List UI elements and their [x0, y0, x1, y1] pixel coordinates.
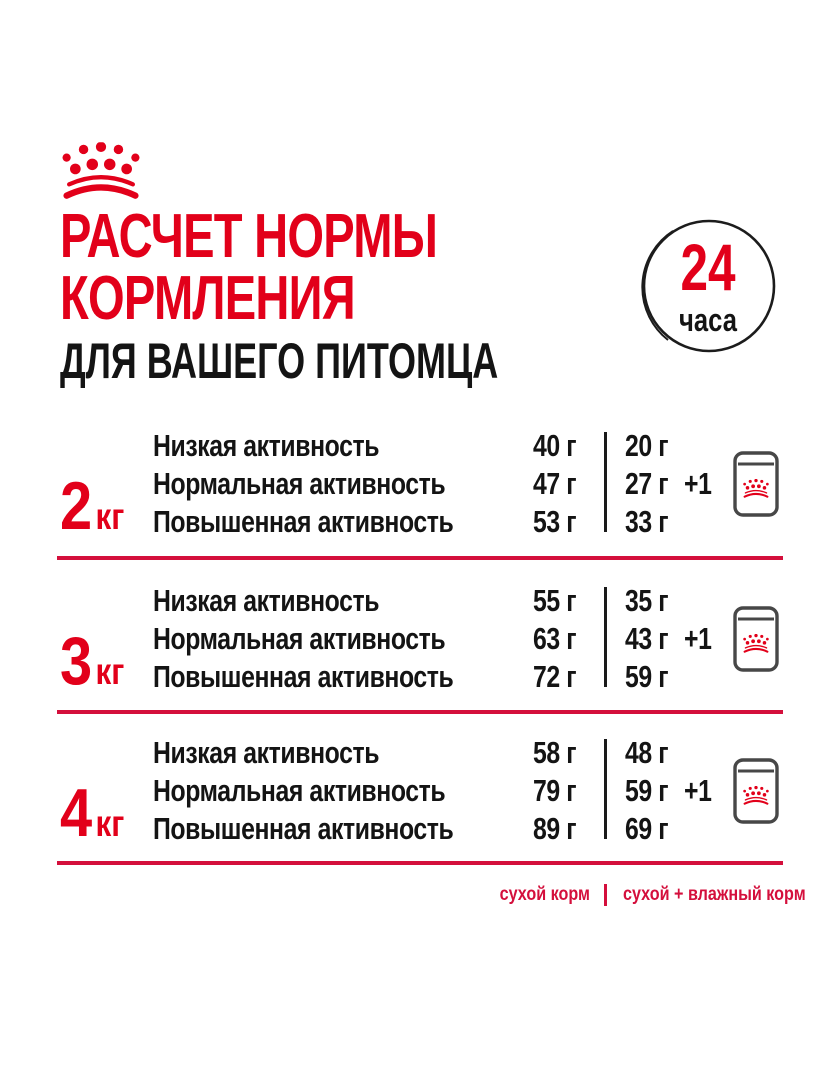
mixed-food-amount: 48 г — [625, 735, 669, 770]
weight-unit: кг — [95, 803, 125, 844]
activity-label: Нормальная активность — [153, 621, 446, 656]
legend-separator — [604, 884, 607, 906]
weight-value: 4 — [60, 775, 93, 851]
table-row: Повышенная активность 72 г 59 г — [0, 658, 840, 696]
activity-label: Низкая активность — [153, 428, 380, 463]
red-divider-line — [57, 710, 783, 714]
legend-dry-label: сухой корм — [499, 884, 590, 905]
dry-food-amount: 55 г — [533, 583, 577, 618]
page-title: РАСЧЕТ НОРМЫ КОРМЛЕНИЯ — [60, 202, 438, 333]
dry-food-amount: 40 г — [533, 428, 577, 463]
mixed-food-amount: 43 г — [625, 621, 669, 656]
red-divider-line — [57, 556, 783, 560]
table-row: Низкая активность 40 г 20 г — [0, 427, 840, 465]
mixed-food-amount: 59 г — [625, 773, 669, 808]
weight-label: 4кг — [60, 778, 124, 848]
plus-one-pouch-note: +1 — [684, 621, 712, 656]
hand-drawn-circle-icon — [641, 219, 776, 353]
column-divider — [604, 739, 607, 839]
column-divider — [604, 432, 607, 532]
column-divider — [604, 587, 607, 687]
badge-hours-label: часа — [679, 302, 737, 338]
dry-food-amount: 72 г — [533, 659, 577, 694]
dry-food-amount: 47 г — [533, 466, 577, 501]
weight-unit: кг — [95, 496, 125, 537]
dry-food-amount: 53 г — [533, 504, 577, 539]
table-row: Низкая активность 58 г 48 г — [0, 734, 840, 772]
plus-one-pouch-note: +1 — [684, 773, 712, 808]
weight-group-4kg: 4кг Низкая активность 58 г 48 г Нормальн… — [0, 734, 840, 848]
plus-one-pouch-note: +1 — [684, 466, 712, 501]
page-subtitle: ДЛЯ ВАШЕГО ПИТОМЦА — [60, 333, 499, 389]
dry-food-amount: 58 г — [533, 735, 577, 770]
table-row: Повышенная активность 89 г 69 г — [0, 810, 840, 848]
dry-food-amount: 63 г — [533, 621, 577, 656]
activity-label: Повышенная активность — [153, 811, 454, 846]
activity-label: Низкая активность — [153, 735, 380, 770]
wet-food-pouch-icon — [733, 758, 779, 824]
badge-hours-number: 24 — [680, 230, 736, 304]
activity-label: Повышенная активность — [153, 504, 454, 539]
weight-unit: кг — [95, 651, 125, 692]
dry-food-amount: 89 г — [533, 811, 577, 846]
weight-value: 2 — [60, 468, 93, 544]
weight-label: 3кг — [60, 626, 124, 696]
page-title-line2: КОРМЛЕНИЯ — [60, 264, 356, 333]
page-title-line1: РАСЧЕТ НОРМЫ — [60, 202, 438, 271]
mixed-food-amount: 27 г — [625, 466, 669, 501]
red-divider-line — [57, 861, 783, 865]
table-row: Повышенная активность 53 г 33 г — [0, 503, 840, 541]
weight-group-3kg: 3кг Низкая активность 55 г 35 г Нормальн… — [0, 582, 840, 696]
mixed-food-amount: 20 г — [625, 428, 669, 463]
wet-food-pouch-icon — [733, 451, 779, 517]
weight-value: 3 — [60, 623, 93, 699]
weight-group-2kg: 2кг Низкая активность 40 г 20 г Нормальн… — [0, 427, 840, 541]
table-row: Нормальная активность 47 г 27 г +1 — [0, 465, 840, 503]
24-hours-badge: 24 часа — [638, 218, 778, 358]
activity-label: Нормальная активность — [153, 466, 446, 501]
mixed-food-amount: 33 г — [625, 504, 669, 539]
mixed-food-amount: 35 г — [625, 583, 669, 618]
activity-label: Повышенная активность — [153, 659, 454, 694]
weight-label: 2кг — [60, 471, 124, 541]
activity-label: Низкая активность — [153, 583, 380, 618]
activity-label: Нормальная активность — [153, 773, 446, 808]
table-row: Низкая активность 55 г 35 г — [0, 582, 840, 620]
royal-canin-crown-logo — [62, 142, 140, 200]
mixed-food-amount: 69 г — [625, 811, 669, 846]
mixed-food-amount: 59 г — [625, 659, 669, 694]
dry-food-amount: 79 г — [533, 773, 577, 808]
table-row: Нормальная активность 63 г 43 г +1 — [0, 620, 840, 658]
legend-mixed-label: сухой + влажный корм — [623, 884, 806, 905]
wet-food-pouch-icon — [733, 606, 779, 672]
table-row: Нормальная активность 79 г 59 г +1 — [0, 772, 840, 810]
